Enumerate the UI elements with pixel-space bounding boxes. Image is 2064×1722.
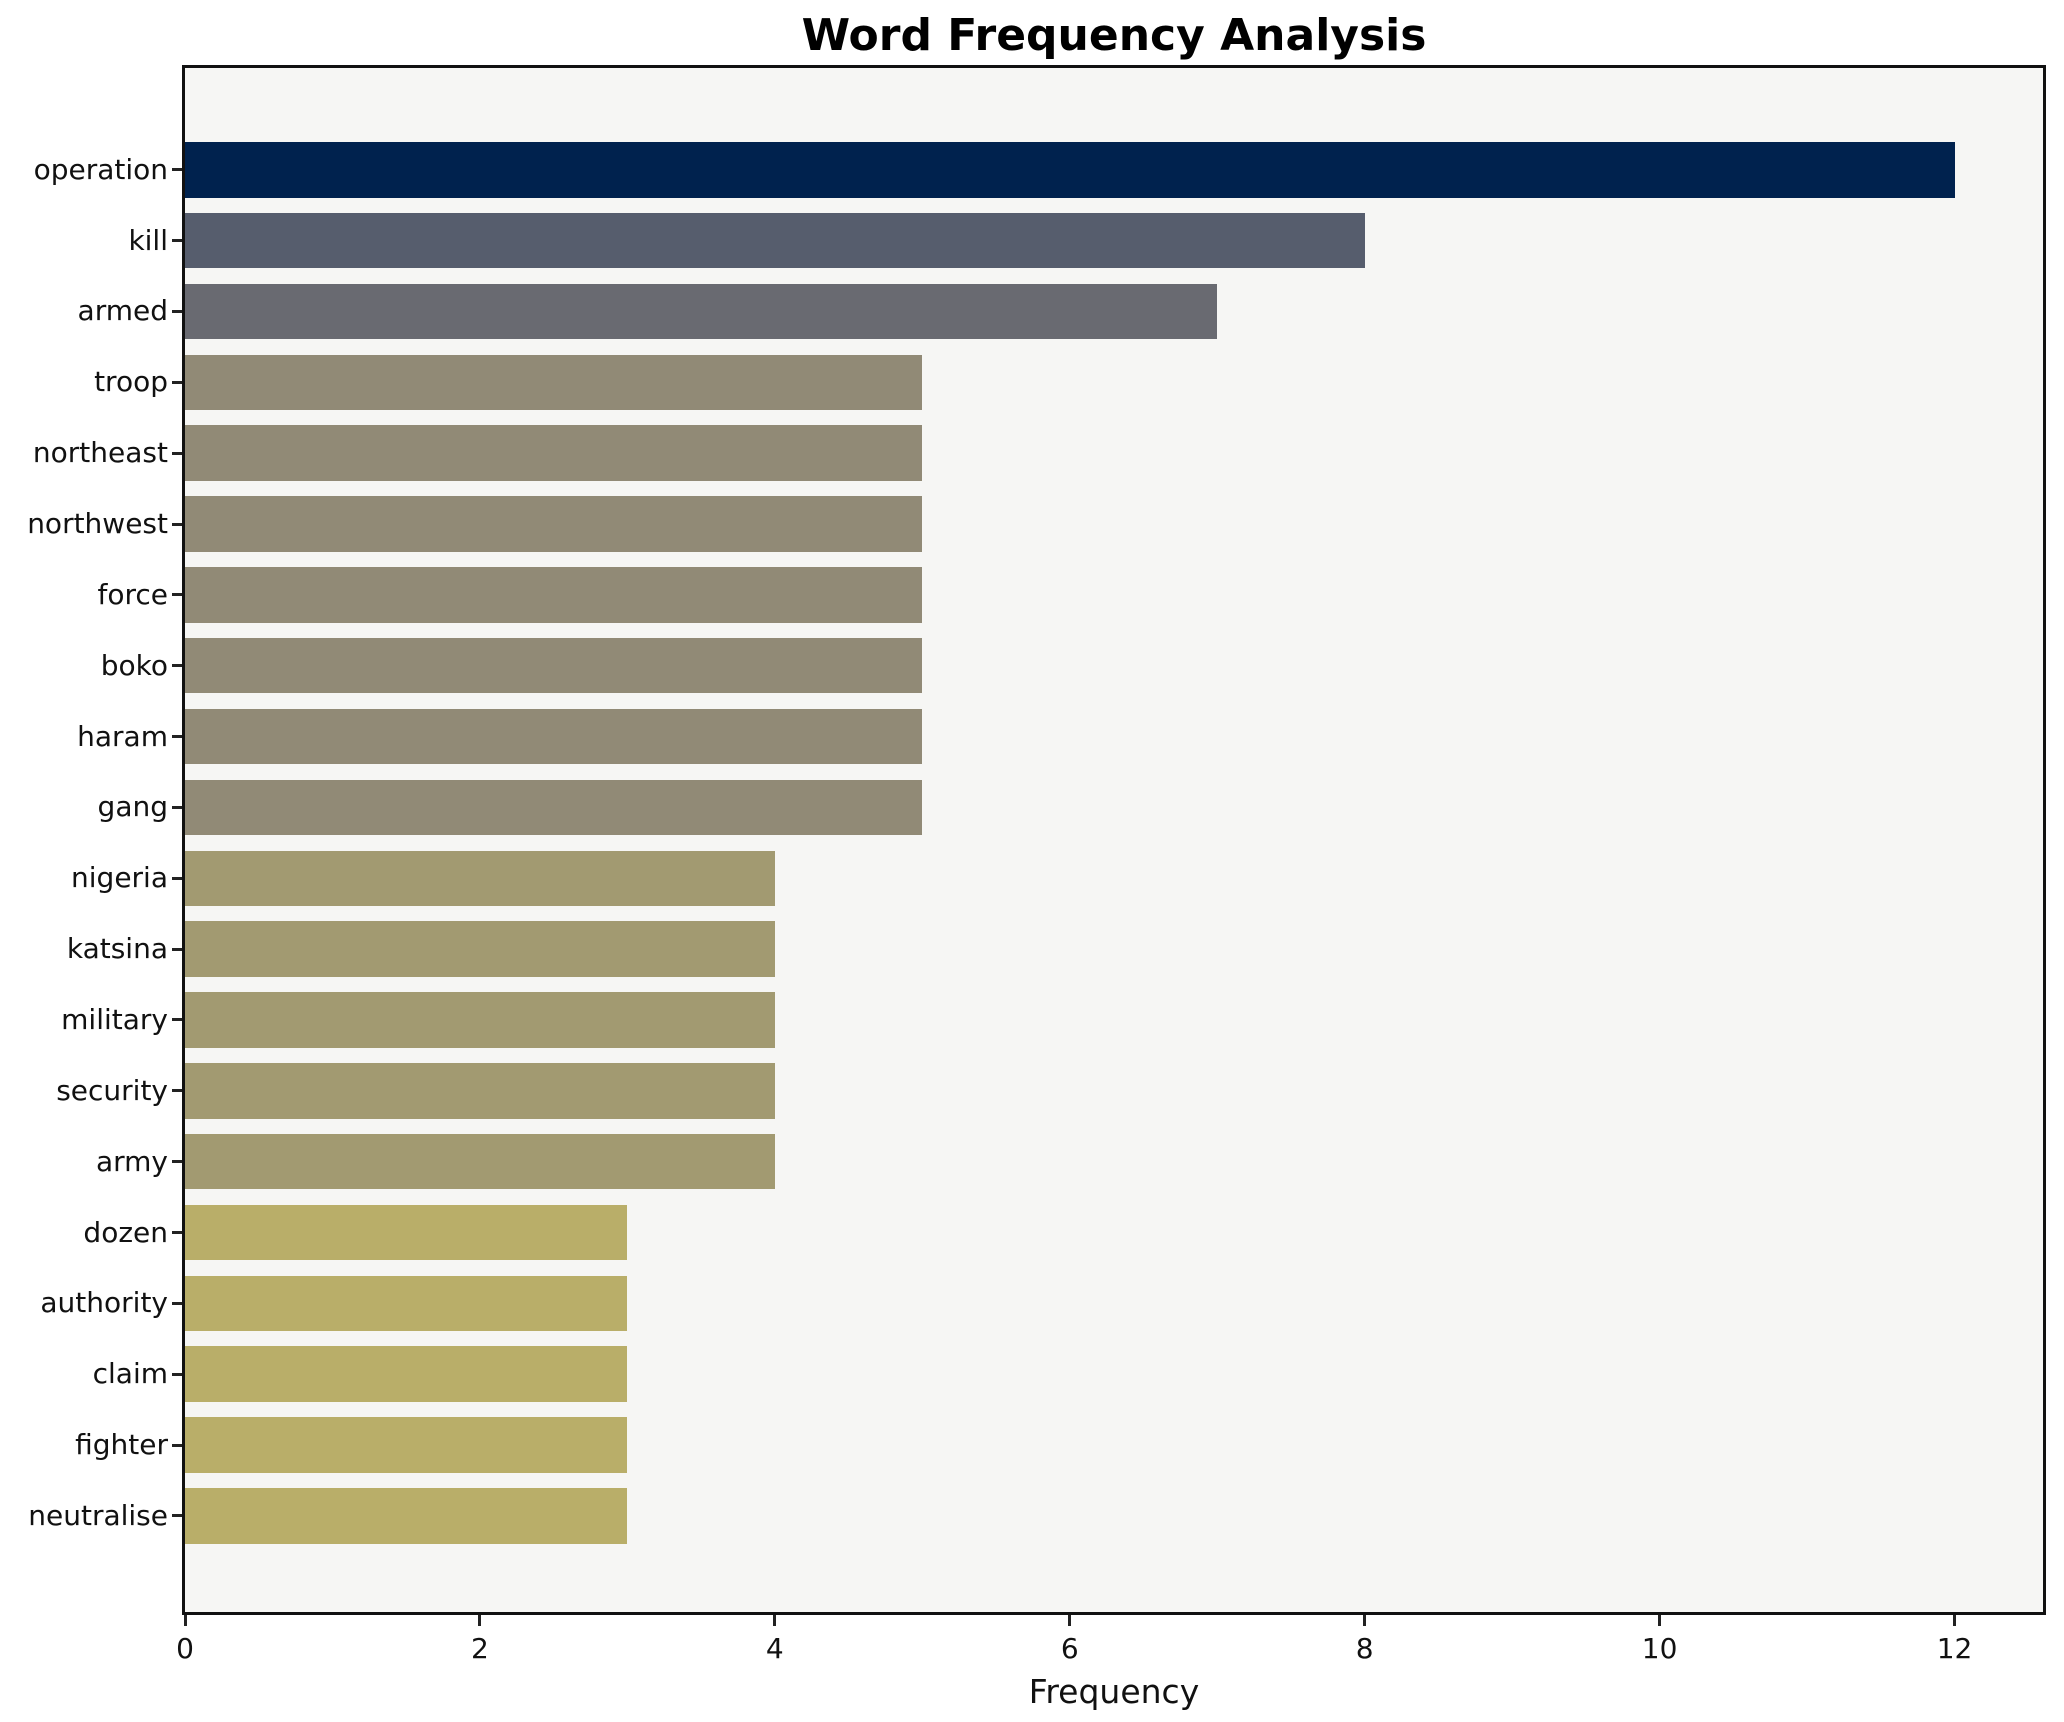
y-tick-mark — [172, 239, 182, 243]
y-tick-label-claim: claim — [92, 1357, 168, 1391]
y-tick-label-fighter: fighter — [75, 1428, 168, 1462]
x-tick-label-8: 8 — [1355, 1632, 1374, 1665]
x-tick-label-2: 2 — [470, 1632, 489, 1665]
bar-haram — [185, 708, 923, 765]
bar-armed — [185, 283, 1218, 340]
y-tick-label-boko: boko — [100, 648, 168, 682]
y-tick-mark — [172, 1443, 182, 1447]
x-tick-label-0: 0 — [176, 1632, 194, 1665]
bar-troop — [185, 354, 923, 411]
y-tick-label-neutralise: neutralise — [28, 1498, 168, 1532]
bar-military — [185, 992, 775, 1048]
x-tick-mark — [1658, 1615, 1662, 1626]
y-tick-label-military: military — [61, 1002, 168, 1036]
y-tick-mark — [172, 1372, 182, 1376]
y-tick-mark — [172, 168, 182, 172]
y-tick-label-authority: authority — [40, 1286, 168, 1320]
x-tick-label-12: 12 — [1936, 1632, 1973, 1665]
y-tick-mark — [172, 380, 182, 384]
x-tick-mark — [773, 1615, 777, 1626]
y-tick-mark — [172, 1514, 182, 1518]
y-tick-label-katsina: katsina — [66, 932, 168, 966]
y-tick-mark — [172, 1089, 182, 1093]
x-tick-label-6: 6 — [1060, 1632, 1079, 1665]
bar-gang — [185, 779, 923, 836]
y-tick-mark — [172, 876, 182, 880]
y-tick-label-nigeria: nigeria — [71, 861, 168, 895]
plot-area — [182, 65, 2046, 1615]
bar-security — [185, 1063, 775, 1119]
bar-claim — [185, 1346, 628, 1402]
y-tick-mark — [172, 522, 182, 526]
y-tick-mark — [172, 805, 182, 809]
x-axis-title: Frequency — [1028, 1672, 1200, 1711]
bar-kill — [185, 212, 1365, 269]
x-tick-label-4: 4 — [765, 1632, 784, 1665]
bar-northwest — [185, 496, 923, 552]
y-tick-label-northwest: northwest — [27, 507, 168, 540]
y-tick-mark — [172, 1160, 182, 1164]
y-tick-mark — [172, 309, 182, 313]
bar-nigeria — [185, 850, 775, 906]
chart-title: Word Frequency Analysis — [801, 10, 1427, 61]
bar-boko — [185, 637, 923, 694]
y-tick-mark — [172, 451, 182, 455]
y-tick-label-kill: kill — [128, 223, 168, 257]
x-tick-mark — [1953, 1615, 1957, 1626]
y-tick-label-force: force — [97, 577, 168, 611]
x-tick-mark — [1363, 1615, 1367, 1626]
y-tick-label-dozen: dozen — [83, 1215, 168, 1249]
x-tick-mark — [183, 1615, 187, 1626]
y-tick-label-troop: troop — [94, 365, 168, 399]
y-tick-label-security: security — [56, 1073, 168, 1107]
bar-fighter — [185, 1417, 628, 1473]
bar-force — [185, 567, 923, 623]
y-tick-mark — [172, 664, 182, 668]
y-tick-mark — [172, 1301, 182, 1305]
y-tick-mark — [172, 735, 182, 739]
y-tick-label-army: army — [95, 1144, 168, 1178]
y-tick-mark — [172, 1018, 182, 1022]
y-tick-mark — [172, 593, 182, 597]
bar-dozen — [185, 1204, 628, 1261]
bar-operation — [185, 142, 1955, 198]
y-tick-label-haram: haram — [77, 719, 168, 753]
y-tick-label-gang: gang — [97, 790, 168, 824]
x-tick-mark — [478, 1615, 482, 1626]
y-tick-mark — [172, 1231, 182, 1234]
bar-army — [185, 1133, 775, 1190]
bar-neutralise — [185, 1488, 628, 1544]
y-tick-label-armed: armed — [77, 294, 168, 328]
x-tick-mark — [1068, 1615, 1072, 1626]
y-tick-mark — [172, 947, 182, 951]
y-tick-label-operation: operation — [33, 152, 168, 186]
y-tick-label-northeast: northeast — [32, 436, 168, 470]
bar-authority — [185, 1275, 628, 1332]
x-tick-label-10: 10 — [1641, 1632, 1678, 1665]
bar-northeast — [185, 425, 923, 481]
bar-katsina — [185, 921, 775, 977]
